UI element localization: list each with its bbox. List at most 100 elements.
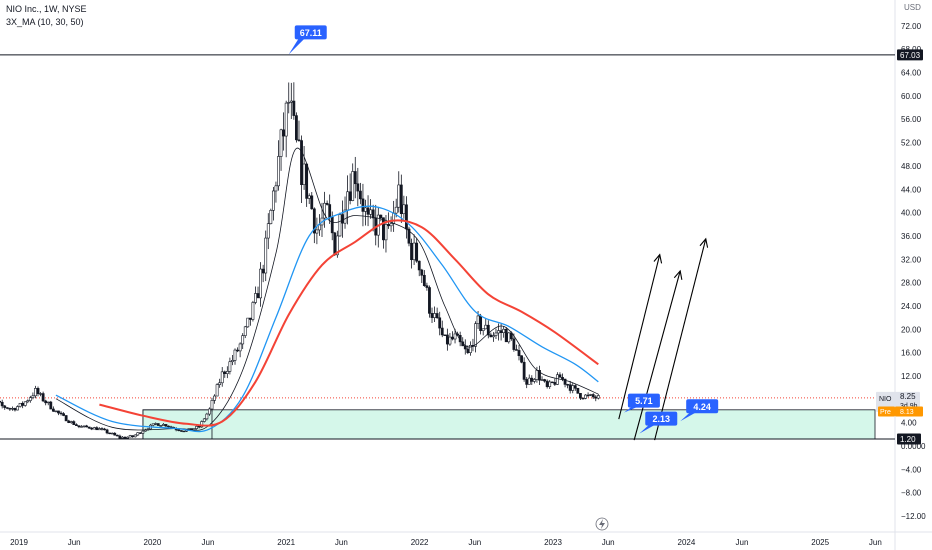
candle[interactable] [123, 436, 127, 439]
candle[interactable] [213, 394, 216, 404]
candle[interactable] [80, 425, 83, 428]
support-zone[interactable] [142, 409, 876, 440]
candle[interactable] [159, 425, 163, 427]
price-callout[interactable]: 67.11 [288, 25, 327, 55]
candle[interactable] [448, 333, 452, 346]
candle[interactable] [407, 226, 411, 247]
candle[interactable] [435, 307, 439, 319]
candle[interactable] [568, 380, 572, 394]
candle[interactable] [566, 383, 570, 389]
candle[interactable] [591, 393, 595, 399]
candle[interactable] [295, 112, 298, 143]
candle[interactable] [179, 430, 183, 432]
candle[interactable] [26, 399, 30, 404]
candle[interactable] [271, 187, 275, 221]
candle[interactable] [351, 163, 355, 202]
candle[interactable] [51, 406, 55, 412]
candle[interactable] [269, 208, 273, 225]
candle[interactable] [282, 112, 286, 151]
candle[interactable] [338, 212, 342, 237]
candle[interactable] [430, 307, 434, 324]
projection-arrow[interactable] [618, 253, 663, 420]
candle[interactable] [3, 404, 7, 410]
candle[interactable] [481, 328, 485, 336]
candle[interactable] [156, 423, 160, 426]
candle[interactable] [307, 193, 311, 205]
candle[interactable] [461, 337, 465, 347]
candle[interactable] [333, 231, 337, 256]
candle[interactable] [64, 415, 68, 422]
indicator-label[interactable]: 3X_MA (10, 30, 50) [6, 17, 84, 27]
projection-arrow[interactable] [633, 269, 683, 441]
candle[interactable] [31, 392, 35, 400]
candle[interactable] [579, 393, 582, 400]
candle[interactable] [558, 372, 562, 378]
candle[interactable] [397, 171, 401, 213]
candle[interactable] [586, 392, 590, 398]
candle[interactable] [121, 435, 124, 439]
candle[interactable] [445, 328, 449, 351]
candle[interactable] [223, 370, 227, 378]
candle[interactable] [479, 313, 483, 335]
candle[interactable] [596, 394, 600, 400]
candle[interactable] [274, 181, 278, 203]
candle[interactable] [220, 367, 224, 387]
candle[interactable] [525, 377, 529, 389]
candle[interactable] [417, 260, 421, 277]
candle[interactable] [266, 213, 270, 250]
candle[interactable] [451, 331, 454, 341]
candle[interactable] [315, 217, 319, 245]
candle[interactable] [44, 399, 48, 406]
candle[interactable] [522, 357, 526, 382]
candle[interactable] [85, 424, 89, 428]
candle[interactable] [161, 422, 165, 426]
candle[interactable] [545, 379, 549, 389]
candle[interactable] [292, 82, 296, 120]
price-callout[interactable]: 4.24 [680, 399, 719, 422]
candle[interactable] [425, 282, 429, 291]
candle[interactable] [218, 378, 222, 388]
candle[interactable] [312, 207, 316, 244]
candle[interactable] [238, 342, 242, 358]
candle[interactable] [471, 338, 475, 352]
candle[interactable] [11, 406, 14, 411]
candle[interactable] [402, 195, 406, 219]
projection-arrows[interactable] [618, 237, 709, 441]
candle[interactable] [499, 323, 503, 341]
candle[interactable] [90, 427, 94, 431]
candle[interactable] [82, 425, 86, 428]
candle[interactable] [540, 376, 544, 381]
candle[interactable] [474, 321, 477, 353]
candle[interactable] [151, 423, 155, 427]
projection-arrow[interactable] [654, 237, 709, 441]
candle[interactable] [136, 432, 140, 437]
candle[interactable] [502, 326, 506, 338]
candle[interactable] [41, 391, 45, 403]
candle[interactable] [103, 427, 106, 431]
candle[interactable] [105, 428, 109, 435]
candle[interactable] [323, 191, 326, 228]
candle[interactable] [415, 237, 419, 263]
candle[interactable] [584, 394, 587, 400]
candle[interactable] [141, 430, 145, 434]
candle[interactable] [87, 426, 91, 429]
candle[interactable] [18, 402, 22, 408]
candle[interactable] [420, 268, 424, 283]
candle[interactable] [77, 425, 81, 429]
candle[interactable] [205, 412, 209, 421]
candle[interactable] [95, 426, 99, 431]
candle[interactable] [264, 230, 268, 282]
candle[interactable] [59, 411, 63, 416]
candle[interactable] [433, 306, 436, 323]
candle[interactable] [589, 393, 593, 397]
candle[interactable] [581, 397, 585, 400]
candle[interactable] [484, 318, 488, 330]
candle[interactable] [225, 366, 229, 379]
candle[interactable] [318, 214, 321, 236]
candle[interactable] [231, 355, 234, 366]
candle[interactable] [128, 434, 132, 438]
candle[interactable] [133, 434, 137, 438]
candle[interactable] [492, 332, 495, 342]
candle[interactable] [489, 332, 493, 338]
candle[interactable] [284, 100, 288, 158]
